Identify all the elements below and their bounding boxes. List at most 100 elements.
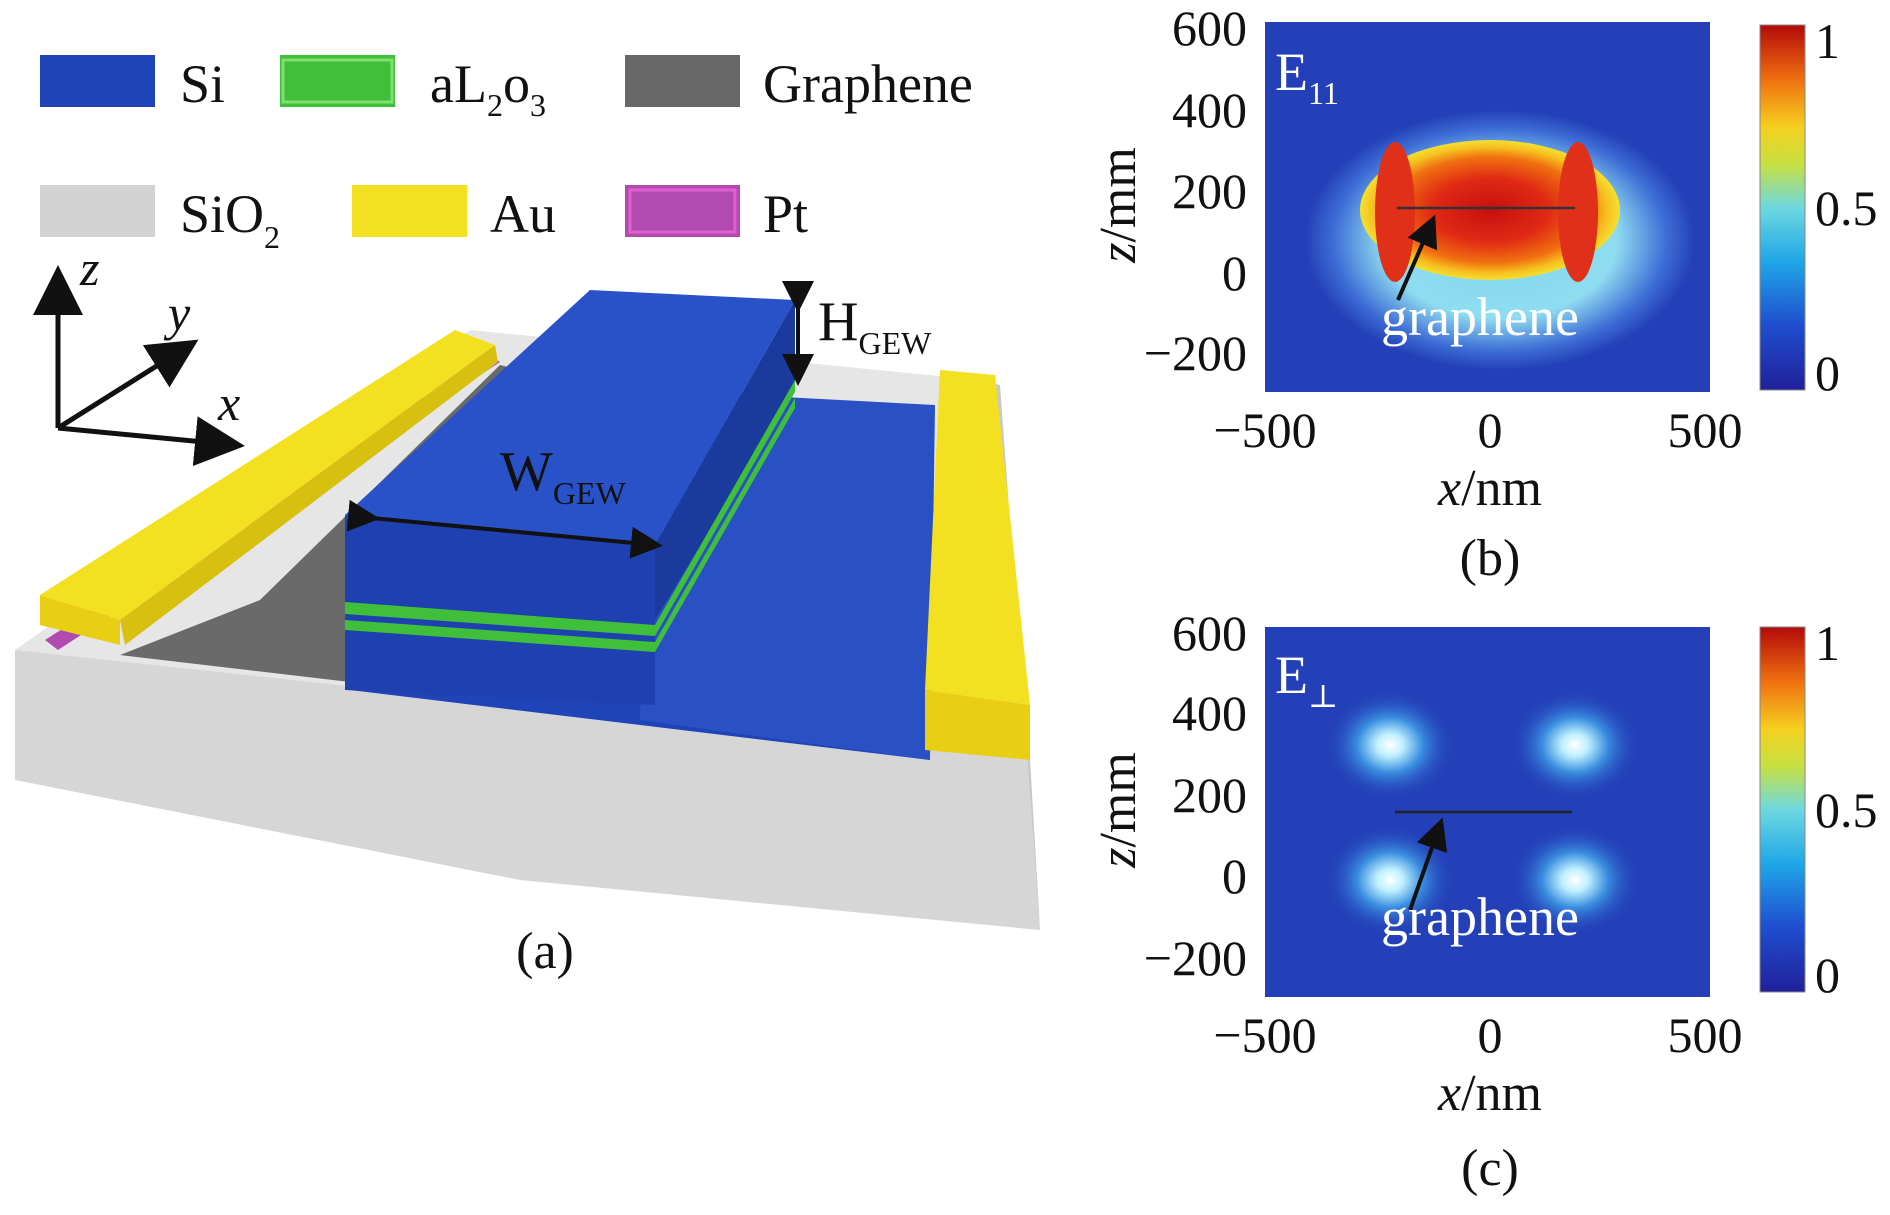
legend-swatch-sio2 (40, 185, 155, 237)
heatmap-b-xlabel-var: x (1437, 460, 1461, 517)
z-axis-label: z (79, 240, 99, 296)
heatmap-b: graphene E11 600 400 200 0 −200 −500 0 5… (1090, 0, 1878, 587)
au-electrode-right-top (925, 370, 1030, 705)
heatmap-c-graphene-arrow (1408, 817, 1448, 911)
legend-swatch-pt (625, 185, 740, 237)
legend-item-al2o3: aL2o3 (280, 54, 546, 123)
heatmap-b-left-edge (1375, 142, 1415, 282)
heatmap-c-ytick: 200 (1172, 767, 1247, 823)
heatmap-c: graphene E⊥ 600 400 200 0 −200 −500 0 50… (1090, 605, 1878, 1197)
si-rib-top (345, 290, 795, 545)
heatmap-b-colorbar-tick: 1 (1815, 13, 1840, 69)
legend-label-al2o3-sub1: 2 (487, 87, 503, 123)
heatmap-b-right-edge (1558, 142, 1598, 282)
width-label: WGEW (500, 441, 627, 511)
heatmap-c-ylabel: z/mm (1090, 752, 1147, 869)
heatmap-b-colorbar-tick: 0.5 (1815, 180, 1878, 236)
heatmap-b-colorbar-tick: 0 (1815, 345, 1840, 401)
legend-label-au: Au (490, 184, 556, 244)
heatmap-c-colorbar (1759, 626, 1806, 993)
heatmap-b-ytick: 600 (1172, 0, 1247, 56)
si-rib-front (345, 515, 655, 705)
caption-b: (b) (1460, 530, 1521, 587)
au-electrode-left-top (40, 330, 495, 620)
heatmap-b-ytick: 0 (1222, 245, 1247, 301)
heatmap-b-field-label: E11 (1275, 42, 1339, 111)
heatmap-b-ytick: −200 (1144, 325, 1247, 381)
legend-label-sio2: SiO2 (180, 184, 280, 255)
height-label-main: H (818, 291, 858, 353)
device-3d: HGEW WGEW z y x (a) (15, 240, 1040, 980)
x-axis-arrow (57, 416, 245, 467)
heatmap-c-ytick: 400 (1172, 685, 1247, 741)
heatmap-c-graphene-label: graphene (1381, 887, 1579, 947)
al2o3-stripe-side-1 (655, 380, 795, 636)
heatmap-c-yticks: 600 400 200 0 −200 (1144, 605, 1247, 986)
heatmap-b-ylabel-var: z (1090, 243, 1147, 264)
legend-swatch-graphene (625, 55, 740, 107)
y-axis-label: y (163, 285, 191, 341)
width-dimension-arrow (346, 499, 663, 559)
heatmap-b-ylabel-unit: /mm (1090, 147, 1147, 242)
au-electrode-left-side (120, 345, 498, 645)
heatmap-c-field-label-main: E (1275, 645, 1308, 705)
legend-item-pt: Pt (625, 184, 808, 244)
al2o3-stripe-front-1 (345, 602, 655, 636)
heatmap-c-ytick: −200 (1144, 930, 1247, 986)
legend-label-graphene: Graphene (763, 54, 973, 114)
al2o3-stripe-side-2 (655, 398, 795, 652)
legend-label-si: Si (180, 54, 225, 114)
caption-a: (a) (516, 923, 574, 980)
legend-label-al2o3-tail: o (503, 54, 530, 114)
heatmap-c-field-label: E⊥ (1275, 645, 1338, 714)
legend-swatch-pt-stripe (628, 188, 737, 234)
heatmap-b-yticks: 600 400 200 0 −200 (1144, 0, 1247, 381)
heatmap-c-xlabel-var: x (1437, 1065, 1461, 1122)
heatmap-c-hotspot (1510, 825, 1640, 935)
legend-label-al2o3-sub2: 3 (530, 87, 546, 123)
legend-swatch-al2o3-stripe (281, 58, 394, 104)
heatmap-c-xtick: 0 (1478, 1007, 1503, 1063)
legend-label-pt: Pt (763, 184, 808, 244)
heatmap-c-colorbar-tick: 1 (1815, 615, 1840, 671)
heatmap-c-xtick: −500 (1213, 1007, 1316, 1063)
heatmap-c-hotspot (1325, 690, 1455, 800)
heatmap-c-colorbar-tick: 0 (1815, 947, 1840, 1003)
legend-label-al2o3: aL2o3 (430, 54, 546, 123)
heatmap-b-xlabel: x/nm (1437, 460, 1542, 517)
heatmap-c-xlabel: x/nm (1437, 1065, 1542, 1122)
heatmap-c-ytick: 0 (1222, 848, 1247, 904)
width-label-main: W (500, 441, 553, 503)
au-electrode-right-front (925, 690, 1030, 760)
si-rib-side (655, 300, 795, 620)
heatmap-c-hotspot (1510, 690, 1640, 800)
heatmap-b-graphene-arrow (1396, 214, 1438, 301)
y-axis-arrow (56, 339, 199, 431)
heatmap-c-field-label-sub: ⊥ (1308, 678, 1338, 714)
legend-swatch-au (352, 185, 467, 237)
legend-label-sio2-main: SiO (180, 184, 264, 244)
height-label-sub: GEW (858, 325, 932, 361)
legend-item-au: Au (352, 184, 556, 244)
coordinate-axes: z y x (33, 240, 245, 467)
legend: Si aL2o3 Graphene SiO2 Au Pt (40, 54, 973, 255)
heatmap-c-colorbar-tick: 0.5 (1815, 782, 1878, 838)
heatmap-b-xtick: −500 (1213, 402, 1316, 458)
caption-c: (c) (1461, 1140, 1519, 1197)
height-label: HGEW (818, 291, 932, 361)
heatmap-c-xlabel-unit: /nm (1461, 1065, 1542, 1122)
legend-item-sio2: SiO2 (40, 184, 280, 255)
al2o3-stripe-front-2 (345, 620, 655, 652)
heatmap-b-xtick: 0 (1478, 402, 1503, 458)
heatmap-c-xticks: −500 0 500 (1213, 1007, 1742, 1063)
legend-item-si: Si (40, 54, 225, 114)
legend-label-sio2-sub: 2 (264, 219, 280, 255)
graphene-sheet (120, 365, 520, 682)
heatmap-b-ytick: 200 (1172, 163, 1247, 219)
heatmap-b-ytick: 400 (1172, 82, 1247, 138)
legend-label-al2o3-main: aL (430, 54, 487, 114)
x-axis-label: x (217, 375, 240, 431)
heatmap-b-colorbar (1759, 24, 1806, 391)
heatmap-c-ylabel-var: z (1090, 848, 1147, 869)
